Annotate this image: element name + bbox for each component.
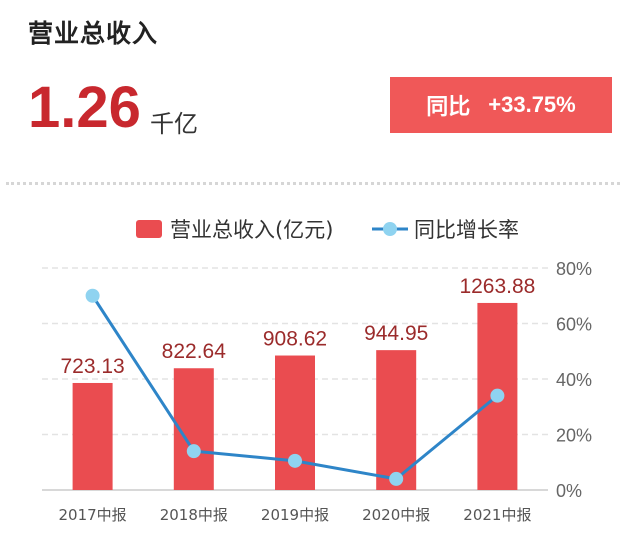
legend-line-marker bbox=[383, 222, 397, 236]
legend-bar-label: 营业总收入(亿元) bbox=[170, 218, 333, 242]
x-tick-label: 2020中报 bbox=[362, 506, 430, 524]
yoy-label: 同比 bbox=[426, 95, 471, 120]
growth-point bbox=[288, 453, 302, 468]
y-right-tick-label: 40% bbox=[556, 370, 592, 390]
y-right-tick-label: 80% bbox=[556, 259, 592, 279]
legend-line-label: 同比增长率 bbox=[414, 218, 519, 242]
revenue-chart: 0% 20% 40% 60% 80% 723.13 2017中报 822.64 2018中报 90… bbox=[42, 218, 592, 524]
revenue-value: 1.26 bbox=[28, 75, 141, 140]
bar-value-label: 908.62 bbox=[263, 328, 327, 351]
x-tick-label: 2019中报 bbox=[261, 506, 329, 524]
bar-value-label: 944.95 bbox=[364, 322, 428, 345]
bar-value-label: 822.64 bbox=[162, 340, 227, 363]
growth-point bbox=[389, 471, 404, 486]
y-right-tick-label: 20% bbox=[556, 426, 592, 446]
revenue-unit: 千亿 bbox=[150, 110, 198, 138]
y-right-tick-label: 0% bbox=[556, 481, 582, 501]
dotted-divider bbox=[6, 182, 620, 185]
bar-value-label: 1263.88 bbox=[459, 275, 535, 298]
bar bbox=[275, 355, 315, 490]
growth-point bbox=[186, 444, 201, 459]
x-tick-label: 2017中报 bbox=[59, 506, 127, 524]
growth-point bbox=[490, 388, 505, 403]
y-right-tick-label: 60% bbox=[556, 315, 592, 335]
legend-bar-swatch bbox=[136, 220, 162, 238]
yoy-value: +33.75% bbox=[488, 92, 576, 117]
bar-value-label: 723.13 bbox=[60, 355, 124, 378]
bar bbox=[72, 382, 113, 490]
growth-point bbox=[85, 288, 100, 303]
x-tick-label: 2018中报 bbox=[160, 506, 228, 524]
yoy-badge: 同比 +33.75% bbox=[390, 77, 612, 133]
x-tick-label: 2021中报 bbox=[463, 506, 531, 524]
section-title: 营业总收入 bbox=[28, 19, 159, 48]
